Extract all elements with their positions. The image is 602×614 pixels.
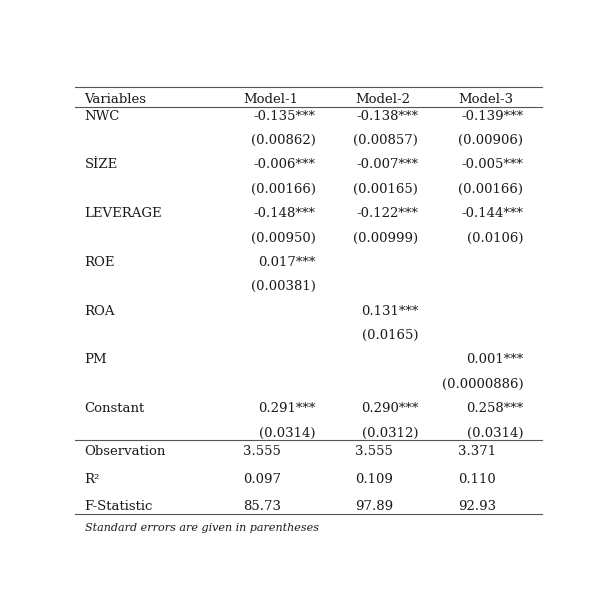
Text: Standard errors are given in parentheses: Standard errors are given in parentheses	[84, 524, 318, 534]
Text: 0.017***: 0.017***	[258, 256, 315, 269]
Text: Constant: Constant	[84, 402, 145, 415]
Text: -0.135***: -0.135***	[253, 110, 315, 123]
Text: Observation: Observation	[84, 445, 166, 459]
Text: 0.001***: 0.001***	[466, 354, 523, 367]
Text: LEVERAGE: LEVERAGE	[84, 207, 162, 220]
Text: (0.00166): (0.00166)	[458, 183, 523, 196]
Text: SİZE: SİZE	[84, 158, 118, 171]
Text: (0.00381): (0.00381)	[250, 281, 315, 293]
Text: -0.148***: -0.148***	[253, 207, 315, 220]
Text: Variables: Variables	[84, 93, 146, 106]
Text: (0.00857): (0.00857)	[353, 134, 418, 147]
Text: (0.00166): (0.00166)	[250, 183, 315, 196]
Text: 85.73: 85.73	[243, 500, 281, 513]
Text: Model-3: Model-3	[458, 93, 513, 106]
Text: (0.0106): (0.0106)	[467, 231, 523, 244]
Text: 0.110: 0.110	[458, 473, 495, 486]
Text: 92.93: 92.93	[458, 500, 496, 513]
Text: 0.290***: 0.290***	[361, 402, 418, 415]
Text: (0.0165): (0.0165)	[362, 329, 418, 342]
Text: 97.89: 97.89	[355, 500, 393, 513]
Text: 3.371: 3.371	[458, 445, 496, 459]
Text: ROE: ROE	[84, 256, 115, 269]
Text: 3.555: 3.555	[355, 445, 393, 459]
Text: (0.00906): (0.00906)	[458, 134, 523, 147]
Text: 3.555: 3.555	[243, 445, 281, 459]
Text: ROA: ROA	[84, 305, 115, 317]
Text: Model-1: Model-1	[243, 93, 298, 106]
Text: (0.0000886): (0.0000886)	[441, 378, 523, 391]
Text: (0.00999): (0.00999)	[353, 231, 418, 244]
Text: (0.0312): (0.0312)	[362, 427, 418, 440]
Text: -0.005***: -0.005***	[461, 158, 523, 171]
Text: -0.139***: -0.139***	[461, 110, 523, 123]
Text: Model-2: Model-2	[355, 93, 410, 106]
Text: F-Statistic: F-Statistic	[84, 500, 153, 513]
Text: (0.00165): (0.00165)	[353, 183, 418, 196]
Text: -0.122***: -0.122***	[356, 207, 418, 220]
Text: 0.131***: 0.131***	[361, 305, 418, 317]
Text: -0.006***: -0.006***	[253, 158, 315, 171]
Text: R²: R²	[84, 473, 100, 486]
Text: (0.0314): (0.0314)	[259, 427, 315, 440]
Text: 0.258***: 0.258***	[466, 402, 523, 415]
Text: PM: PM	[84, 354, 107, 367]
Text: (0.00862): (0.00862)	[250, 134, 315, 147]
Text: 0.291***: 0.291***	[258, 402, 315, 415]
Text: (0.00950): (0.00950)	[250, 231, 315, 244]
Text: -0.138***: -0.138***	[356, 110, 418, 123]
Text: NWC: NWC	[84, 110, 120, 123]
Text: -0.144***: -0.144***	[461, 207, 523, 220]
Text: -0.007***: -0.007***	[356, 158, 418, 171]
Text: 0.109: 0.109	[355, 473, 393, 486]
Text: 0.097: 0.097	[243, 473, 281, 486]
Text: (0.0314): (0.0314)	[467, 427, 523, 440]
